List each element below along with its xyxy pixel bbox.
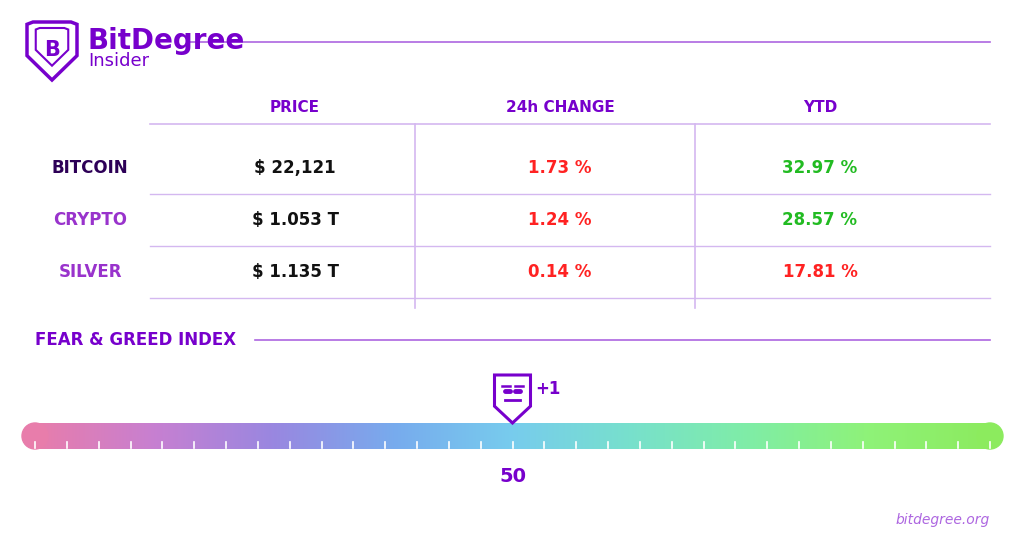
Polygon shape	[495, 375, 530, 423]
Circle shape	[22, 423, 48, 449]
Text: YTD: YTD	[803, 100, 838, 115]
Text: 32.97 %: 32.97 %	[782, 159, 858, 177]
Text: BitDegree: BitDegree	[88, 27, 246, 55]
Polygon shape	[27, 22, 77, 80]
Text: CRYPTO: CRYPTO	[53, 211, 127, 229]
Text: B: B	[44, 40, 60, 60]
Text: bitdegree.org: bitdegree.org	[896, 513, 990, 527]
Text: 1.24 %: 1.24 %	[528, 211, 592, 229]
Text: Insider: Insider	[88, 53, 150, 70]
Polygon shape	[36, 28, 69, 66]
Circle shape	[977, 423, 1002, 449]
Text: BITCOIN: BITCOIN	[51, 159, 128, 177]
Text: 1.73 %: 1.73 %	[528, 159, 592, 177]
Text: $ 1.053 T: $ 1.053 T	[252, 211, 339, 229]
Text: SILVER: SILVER	[58, 263, 122, 281]
Text: $ 22,121: $ 22,121	[254, 159, 336, 177]
Text: 17.81 %: 17.81 %	[782, 263, 857, 281]
Text: 24h CHANGE: 24h CHANGE	[506, 100, 614, 115]
Text: 50: 50	[499, 467, 526, 486]
Text: FEAR & GREED INDEX: FEAR & GREED INDEX	[35, 331, 237, 349]
Text: $ 1.135 T: $ 1.135 T	[252, 263, 339, 281]
Text: PRICE: PRICE	[270, 100, 319, 115]
Text: 0.14 %: 0.14 %	[528, 263, 592, 281]
Text: +1: +1	[536, 380, 561, 398]
Text: 28.57 %: 28.57 %	[782, 211, 857, 229]
